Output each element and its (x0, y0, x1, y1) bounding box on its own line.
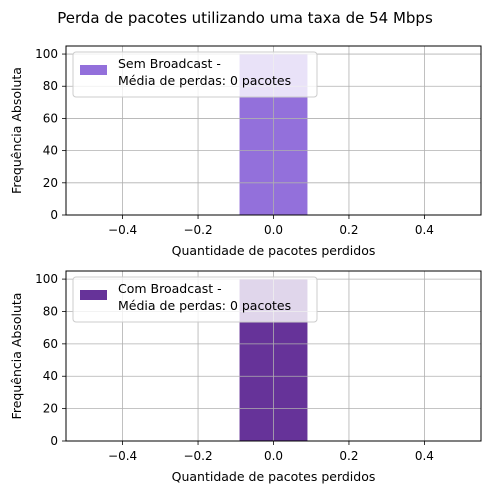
chart-bottom-x-tick-label: 0.0 (264, 449, 283, 463)
chart-top-y-tick-label: 40 (43, 144, 58, 158)
chart-bottom-x-tick-label: −0.4 (108, 449, 137, 463)
subplot-bottom: −0.4 −0.2 0.0 0.2 0.4 0 20 40 60 80 100 Quantidade … (9, 270, 482, 484)
chart-bottom-x-tick-label: 0.2 (339, 449, 358, 463)
chart-top-legend: Sem Broadcast - Média de perdas: 0 pacote… (72, 51, 318, 98)
chart-top-legend-label: Sem Broadcast - (118, 56, 221, 71)
chart-top-y-tick-label: 60 (43, 111, 58, 125)
subplot-top: −0.4 −0.2 0.0 0.2 0.4 0 20 40 60 80 100 Quantidade … (9, 45, 482, 258)
chart-bottom-y-tick-label: 80 (43, 304, 58, 318)
chart-top-x-tick-label: −0.2 (183, 223, 212, 237)
figure-title: Perda de pacotes utilizando uma taxa de … (57, 9, 433, 27)
chart-bottom-x-tick-label: 0.4 (415, 449, 434, 463)
chart-bottom-x-tick-label: −0.2 (183, 449, 212, 463)
chart-top-x-tick-label: 0.2 (339, 223, 358, 237)
chart-bottom-legend-swatch (80, 290, 107, 300)
chart-bottom-y-tick-label: 40 (43, 369, 58, 383)
chart-bottom-legend-box (72, 276, 318, 323)
chart-bottom-y-tick-label: 0 (50, 434, 58, 448)
chart-top-x-axis-label: Quantidade de pacotes perdidos (172, 243, 376, 258)
chart-bottom-y-tick-label: 20 (43, 402, 58, 416)
chart-bottom-legend-label: Com Broadcast - (118, 281, 222, 296)
chart-top-legend-swatch (80, 65, 107, 75)
chart-bottom-legend-label: Média de perdas: 0 pacotes (118, 298, 291, 313)
chart-bottom-y-axis-label: Frequência Absoluta (9, 293, 24, 420)
chart-top-y-tick-label: 100 (35, 47, 58, 61)
chart-top-x-tick-label: 0.4 (415, 223, 434, 237)
chart-top-legend-label: Média de perdas: 0 pacotes (118, 73, 291, 88)
chart-bottom-x-axis-label: Quantidade de pacotes perdidos (172, 469, 376, 484)
chart-bottom-y-tick-label: 60 (43, 337, 58, 351)
chart-bottom-legend: Com Broadcast - Média de perdas: 0 pacote… (72, 276, 318, 323)
chart-top-x-tick-label: 0.0 (264, 223, 283, 237)
chart-top-y-tick-label: 20 (43, 176, 58, 190)
chart-top-y-axis-label: Frequência Absoluta (9, 67, 24, 194)
chart-top-legend-box (72, 51, 318, 98)
chart-top-y-tick-label: 80 (43, 79, 58, 93)
chart-top-x-tick-label: −0.4 (108, 223, 137, 237)
chart-bottom-y-tick-label: 100 (35, 272, 58, 286)
chart-top-y-tick-label: 0 (50, 208, 58, 222)
